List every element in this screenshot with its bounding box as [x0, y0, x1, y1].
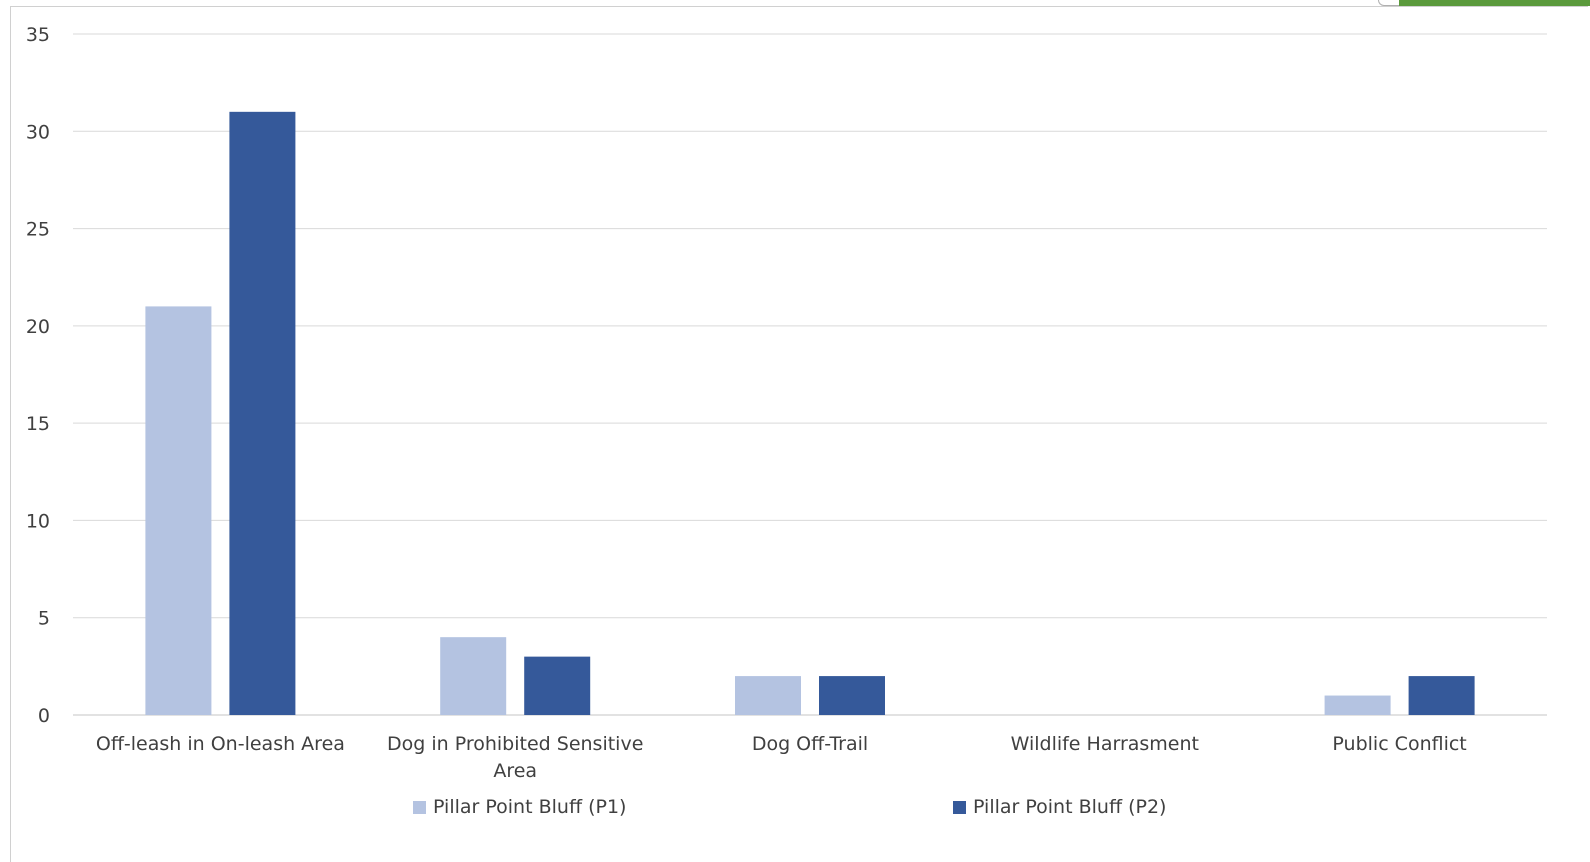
y-tick-label: 30 — [26, 121, 50, 143]
x-tick-label: Public Conflict — [1332, 733, 1466, 755]
legend-item-p1: Pillar Point Bluff (P1) — [413, 796, 626, 818]
bar — [524, 656, 591, 715]
bar — [1324, 695, 1391, 715]
corner-accent-bar — [1399, 0, 1590, 6]
y-tick-label: 25 — [26, 219, 50, 241]
bar — [1408, 676, 1475, 715]
bar — [819, 676, 885, 715]
x-tick-label: Off-leash in On-leash Area — [96, 733, 345, 755]
x-tick-label: Wildlife Harrasment — [1011, 733, 1199, 755]
legend-label-p1: Pillar Point Bluff (P1) — [433, 796, 627, 818]
gridlines — [73, 33, 1547, 716]
bar — [145, 306, 212, 715]
x-tick-label: Dog Off-Trail — [752, 733, 868, 755]
legend-item-p2: Pillar Point Bluff (P2) — [953, 796, 1166, 818]
x-tick-label: Dog in Prohibited Sensitive — [387, 733, 643, 755]
bar — [229, 111, 296, 716]
legend-swatch-p1 — [413, 800, 426, 814]
y-tick-label: 20 — [26, 316, 50, 338]
y-tick-label: 35 — [26, 24, 50, 46]
x-axis-labels: Off-leash in On-leash Area Dog in Prohibi… — [96, 733, 1467, 782]
legend-label-p2: Pillar Point Bluff (P2) — [973, 796, 1167, 818]
y-tick-label: 5 — [38, 608, 50, 630]
bars — [145, 111, 1475, 716]
bar — [735, 676, 801, 715]
y-axis-ticks: 0 5 10 15 20 25 30 35 — [26, 24, 50, 727]
bar — [440, 637, 507, 715]
x-tick-label: Area — [493, 760, 537, 782]
y-tick-label: 0 — [38, 705, 50, 727]
corner-decoration — [1378, 0, 1400, 6]
legend-swatch-p2 — [953, 800, 966, 814]
y-tick-label: 10 — [26, 510, 50, 532]
y-tick-label: 15 — [26, 413, 50, 435]
